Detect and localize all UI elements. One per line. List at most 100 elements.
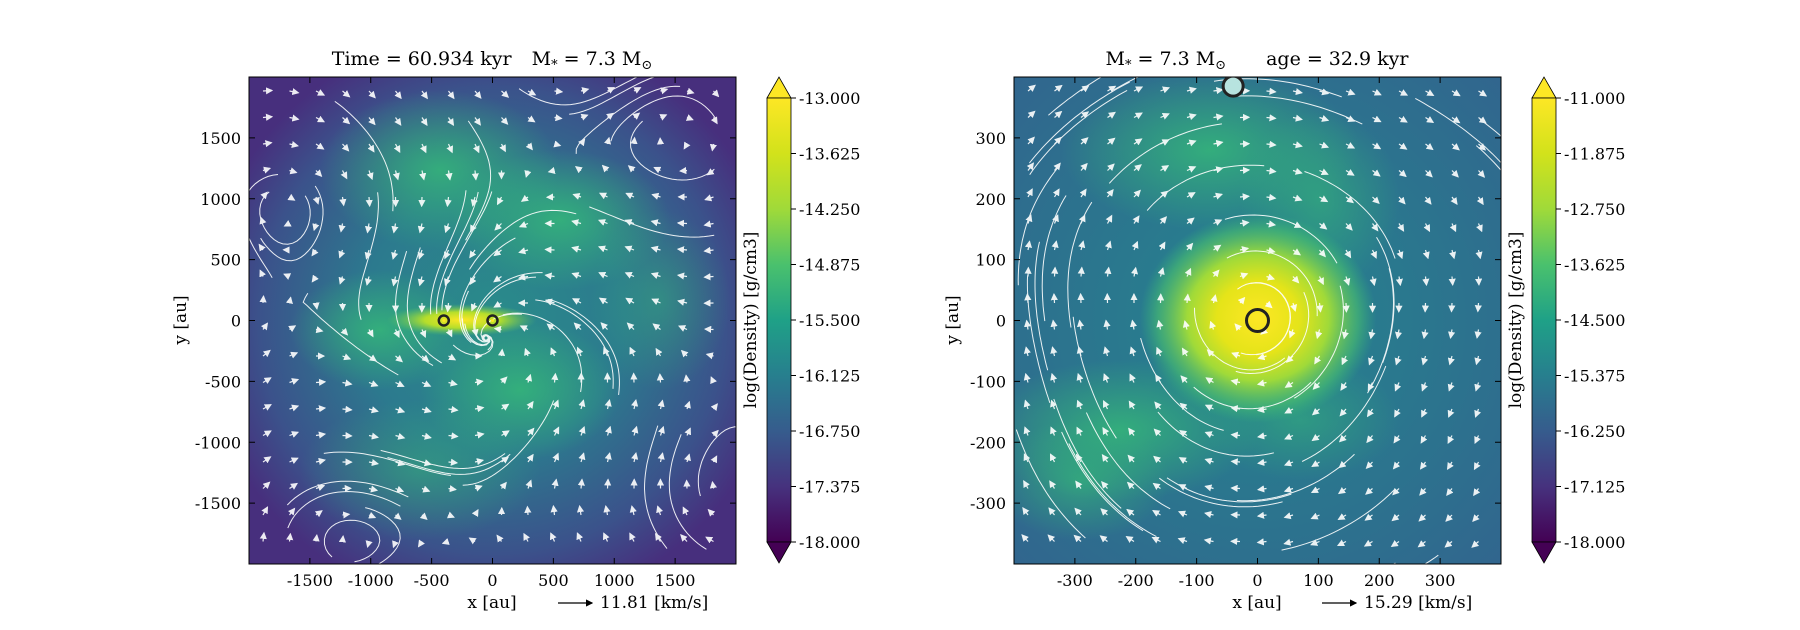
streamline xyxy=(610,95,716,142)
velocity-arrow xyxy=(1339,408,1347,417)
colorbar-tick-label: -13.625 xyxy=(1564,256,1625,275)
velocity-arrow xyxy=(544,272,555,280)
velocity-arrow xyxy=(315,142,325,150)
velocity-arrow xyxy=(1076,319,1085,330)
velocity-arrow xyxy=(710,403,718,412)
y-tick-label: 0 xyxy=(231,312,241,331)
velocity-arrow xyxy=(501,403,510,411)
velocity-arrow xyxy=(1204,484,1214,492)
velocity-arrow xyxy=(395,432,406,440)
velocity-arrow xyxy=(1451,89,1461,97)
velocity-arrow xyxy=(417,249,425,260)
velocity-arrow xyxy=(1478,89,1488,97)
streamline xyxy=(1015,429,1086,539)
colorbar-label-right: log(Density) [g/cm3] xyxy=(1506,232,1526,409)
velocity-arrow xyxy=(260,191,268,200)
velocity-arrow xyxy=(1365,461,1374,469)
velocity-arrow xyxy=(1130,266,1139,277)
velocity-arrow xyxy=(315,89,326,96)
velocity-arrow xyxy=(684,453,691,463)
velocity-arrow xyxy=(1447,382,1455,392)
velocity-arrow xyxy=(1107,163,1115,171)
velocity-arrow xyxy=(1285,355,1294,363)
velocity-arrow xyxy=(500,117,509,125)
velocity-arrow xyxy=(629,532,636,542)
velocity-arrow xyxy=(338,223,346,233)
velocity-arrow xyxy=(1474,329,1482,339)
velocity-arrow xyxy=(1425,142,1434,151)
velocity-arrow xyxy=(1425,169,1433,178)
velocity-arrow xyxy=(1153,428,1162,437)
velocity-arrow xyxy=(421,380,432,388)
velocity-arrow xyxy=(417,223,425,234)
streamline xyxy=(1224,214,1338,264)
velocity-arrow xyxy=(342,405,353,413)
streamline xyxy=(502,312,583,393)
velocity-arrow xyxy=(444,196,452,208)
velocity-arrow xyxy=(444,223,451,234)
streamline xyxy=(1367,268,1395,394)
velocity-arrow xyxy=(573,322,582,331)
streamline xyxy=(387,453,511,475)
velocity-arrow xyxy=(1264,300,1273,309)
velocity-arrow xyxy=(1054,110,1063,119)
velocity-arrow xyxy=(1284,459,1294,467)
density-map-right xyxy=(1014,77,1501,564)
velocity-arrow xyxy=(497,348,506,357)
velocity-arrow xyxy=(1394,329,1403,340)
velocity-arrow xyxy=(1477,170,1486,178)
velocity-arrow xyxy=(1343,276,1351,286)
y-tick-label: 1500 xyxy=(200,129,241,148)
velocity-arrow xyxy=(519,325,529,332)
velocity-arrow xyxy=(474,90,482,99)
velocity-arrow xyxy=(656,373,664,383)
velocity-arrow xyxy=(1050,319,1058,330)
velocity-arrow xyxy=(1337,513,1347,520)
velocity-arrow xyxy=(1025,214,1033,224)
velocity-arrow xyxy=(368,432,379,440)
streamline xyxy=(334,100,394,212)
velocity-arrow xyxy=(524,505,532,516)
velocity-arrow xyxy=(1451,116,1461,124)
velocity-arrow xyxy=(1419,487,1427,496)
velocity-arrow xyxy=(1104,240,1112,251)
velocity-arrow xyxy=(1396,249,1404,260)
velocity-arrow xyxy=(1023,346,1031,357)
colorbar-tick-label: -18.000 xyxy=(799,533,860,552)
velocity-arrow xyxy=(578,399,586,410)
velocity-arrow xyxy=(1425,89,1435,96)
streamline xyxy=(1281,489,1395,551)
velocity-arrow xyxy=(1239,272,1249,280)
velocity-arrow xyxy=(1080,111,1090,119)
velocity-arrow xyxy=(1133,112,1143,120)
velocity-arrow xyxy=(1099,535,1108,543)
velocity-arrow xyxy=(1310,512,1320,520)
velocity-arrow xyxy=(1341,355,1349,366)
velocity-arrow xyxy=(572,192,582,200)
velocity-arrow xyxy=(705,536,714,544)
velocity-arrow xyxy=(420,90,428,100)
velocity-arrow xyxy=(474,431,485,439)
velocity-arrow xyxy=(685,114,694,121)
velocity-arrow xyxy=(1153,455,1161,464)
velocity-arrow xyxy=(394,117,402,126)
velocity-arrow xyxy=(1292,194,1303,202)
velocity-arrow xyxy=(1230,405,1241,413)
velocity-arrow xyxy=(368,511,377,519)
velocity-arrow xyxy=(1186,139,1197,147)
velocity-arrow xyxy=(1024,293,1032,304)
sink-particle-core xyxy=(442,319,446,322)
velocity-arrow xyxy=(711,89,720,98)
velocity-arrow xyxy=(1256,511,1267,519)
y-tick-label: -300 xyxy=(970,494,1006,513)
velocity-arrow xyxy=(315,378,327,386)
velocity-arrow xyxy=(1372,169,1381,177)
velocity-arrow xyxy=(315,326,324,334)
velocity-arrow xyxy=(1213,166,1224,174)
colorbar-tick-label: -13.625 xyxy=(799,145,860,164)
velocity-arrow xyxy=(1051,266,1059,277)
streamline xyxy=(1140,337,1224,431)
velocity-arrow xyxy=(523,532,530,542)
velocity-arrow xyxy=(1080,162,1088,171)
x-tick-label: 500 xyxy=(538,571,569,590)
